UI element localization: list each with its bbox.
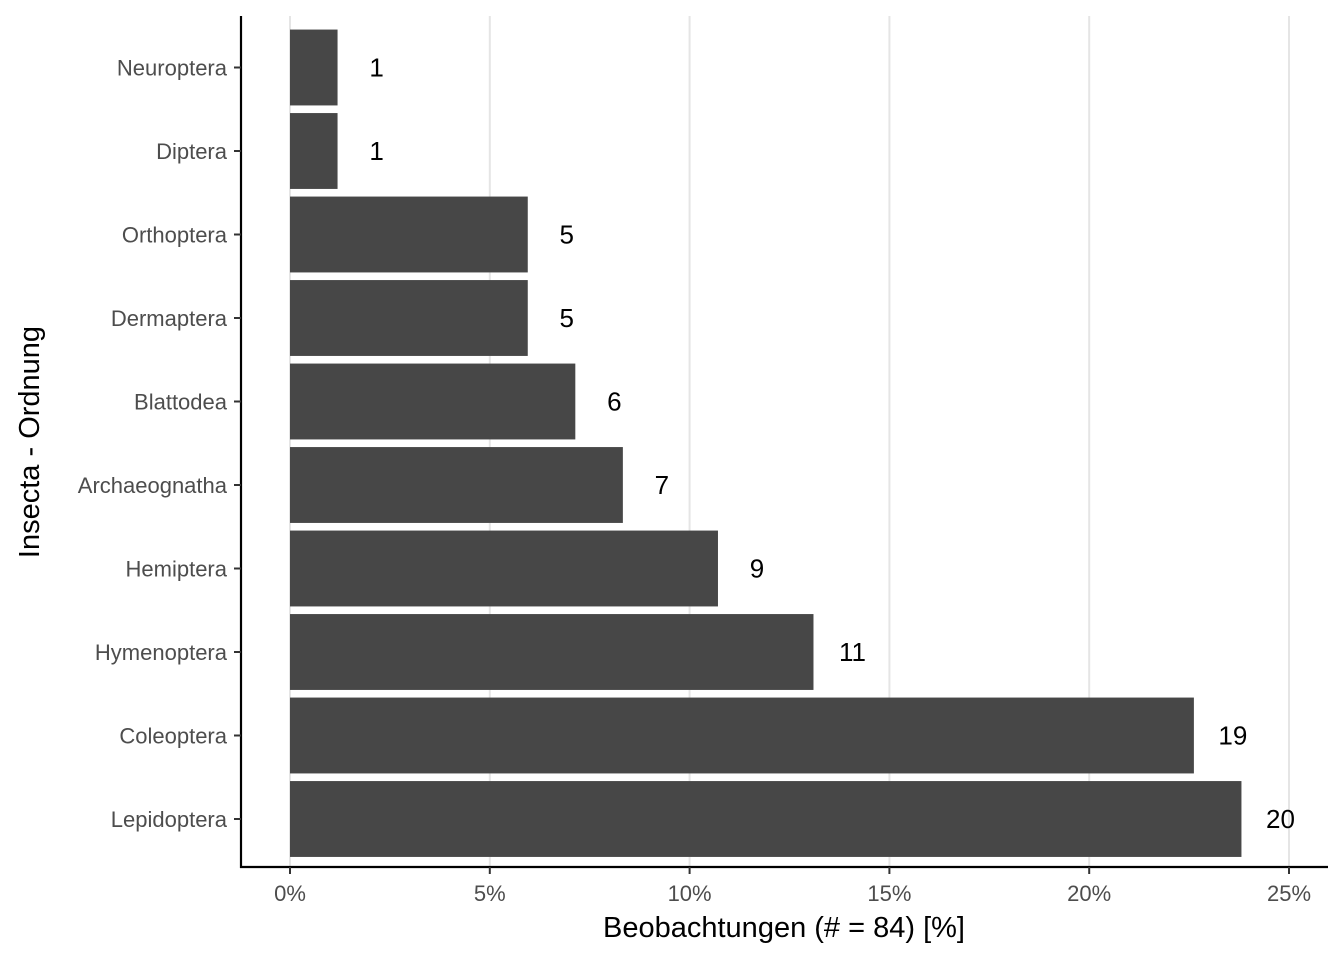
bar-value-label: 9 bbox=[750, 554, 764, 584]
x-tick-label: 15% bbox=[867, 881, 911, 906]
y-tick-label: Hemiptera bbox=[126, 557, 228, 582]
y-tick-label: Coleoptera bbox=[119, 724, 227, 749]
y-tick-label: Neuroptera bbox=[117, 56, 228, 81]
bar bbox=[290, 781, 1242, 857]
axes bbox=[239, 16, 1328, 869]
bar bbox=[290, 447, 623, 523]
y-axis-title: Insecta - Ordnung bbox=[14, 326, 46, 558]
bar-value-label: 11 bbox=[839, 637, 866, 667]
y-tick-label: Lepidoptera bbox=[111, 807, 228, 832]
bar-value-label: 1 bbox=[369, 53, 383, 83]
y-tick-label: Hymenoptera bbox=[95, 640, 228, 665]
x-tick-label: 10% bbox=[668, 881, 712, 906]
bar-value-label: 5 bbox=[560, 303, 574, 333]
bar bbox=[290, 29, 338, 106]
bar bbox=[290, 530, 718, 607]
x-tick-label: 25% bbox=[1267, 881, 1311, 906]
bar bbox=[290, 697, 1194, 774]
bar bbox=[290, 614, 814, 690]
x-tick-label: 20% bbox=[1067, 881, 1111, 906]
bar-value-label: 19 bbox=[1218, 721, 1247, 751]
x-tick-label: 0% bbox=[274, 881, 306, 906]
y-tick-label: Archaeognatha bbox=[78, 473, 228, 498]
y-ticks: Lepidoptera Coleoptera Hymenoptera Hemipter… bbox=[78, 56, 241, 832]
bar-value-label: 5 bbox=[560, 220, 574, 250]
x-ticks: 0% 5% 10% 15% 20% 25% bbox=[274, 867, 1311, 906]
bar-value-label: 7 bbox=[655, 470, 669, 500]
bar-value-label: 6 bbox=[607, 387, 621, 417]
y-tick-label: Dermaptera bbox=[111, 306, 228, 331]
bar bbox=[290, 280, 528, 356]
x-axis-title: Beobachtungen (# = 84) [%] bbox=[603, 912, 965, 944]
x-tick-label: 5% bbox=[474, 881, 506, 906]
y-tick-label: Blattodea bbox=[134, 390, 228, 415]
bar-value-label: 1 bbox=[369, 136, 383, 166]
bars bbox=[290, 29, 1242, 857]
bar bbox=[290, 113, 338, 189]
bar bbox=[290, 196, 528, 273]
bar bbox=[290, 363, 576, 440]
y-tick-label: Diptera bbox=[156, 139, 228, 164]
y-tick-label: Orthoptera bbox=[122, 223, 228, 248]
bar-value-label: 20 bbox=[1266, 804, 1295, 834]
